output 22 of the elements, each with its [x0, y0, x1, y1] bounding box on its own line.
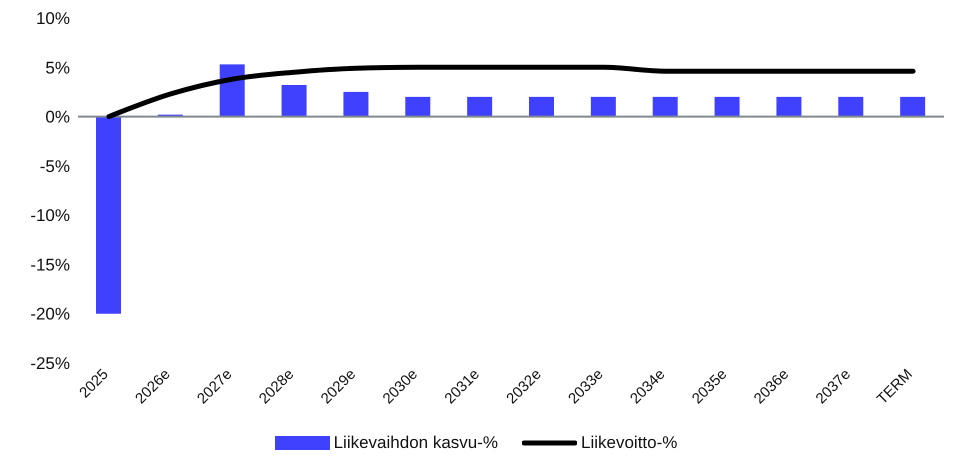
legend-label: Liikevaihdon kasvu-%	[334, 433, 498, 453]
y-tick-label: -10%	[30, 206, 70, 226]
bar	[529, 96, 554, 117]
bar	[590, 96, 616, 117]
y-tick-label: 10%	[36, 9, 70, 28]
y-tick-label: -20%	[30, 304, 70, 324]
y-tick-label: 5%	[45, 58, 70, 78]
y-tick-label: -15%	[30, 255, 70, 274]
bar	[96, 116, 121, 314]
y-tick-label: -5%	[40, 156, 70, 176]
bar	[467, 96, 492, 117]
bar	[838, 96, 864, 117]
y-tick-label: 0%	[45, 108, 70, 127]
bar	[282, 85, 307, 117]
bar	[343, 92, 368, 117]
bar	[405, 96, 430, 117]
bar	[714, 96, 740, 117]
y-tick-label: -25%	[30, 354, 70, 374]
bar	[776, 96, 802, 117]
legend-label: Liikevoitto-%	[581, 433, 678, 453]
bar	[900, 96, 926, 117]
bar	[652, 96, 678, 117]
